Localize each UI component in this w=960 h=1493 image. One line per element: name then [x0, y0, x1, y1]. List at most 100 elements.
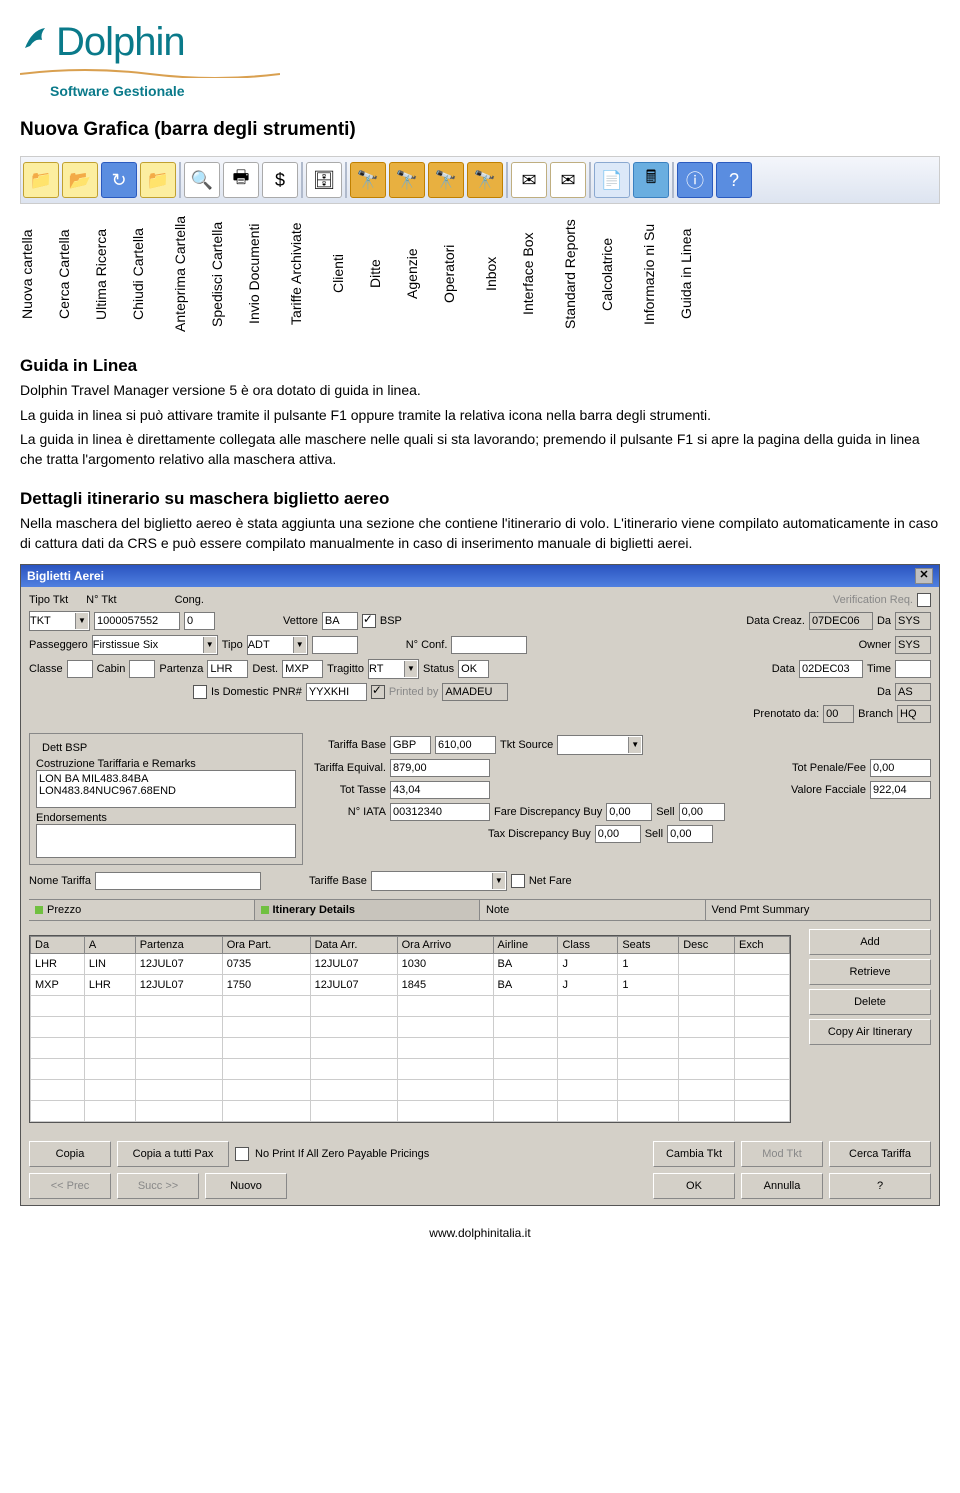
- isdom-checkbox[interactable]: [193, 685, 207, 699]
- ok-button[interactable]: OK: [653, 1173, 735, 1199]
- lbl-passeggero: Passeggero: [29, 639, 88, 651]
- grid-col: Da: [31, 936, 85, 953]
- lbl: Nuova cartella: [20, 212, 54, 336]
- table-row[interactable]: LHRLIN12JUL07073512JUL071030BAJ1: [31, 953, 790, 974]
- ibox-icon: ✉: [550, 162, 586, 198]
- help-button[interactable]: ?: [829, 1173, 931, 1199]
- archive-icon: 🗄: [306, 162, 342, 198]
- table-row[interactable]: [31, 1079, 790, 1100]
- tktsource-select[interactable]: [557, 735, 643, 755]
- table-row[interactable]: [31, 1058, 790, 1079]
- classe-field[interactable]: [67, 660, 93, 678]
- valfacc-field[interactable]: 922,04: [870, 781, 931, 799]
- annulla-button[interactable]: Annulla: [741, 1173, 823, 1199]
- faresell-field[interactable]: 0,00: [679, 803, 725, 821]
- copia-button[interactable]: Copia: [29, 1141, 111, 1167]
- cerca-button[interactable]: Cerca Tariffa: [829, 1141, 931, 1167]
- time-field[interactable]: [895, 660, 931, 678]
- invoice-icon: $: [262, 162, 298, 198]
- pnr-field[interactable]: YYXKHI: [306, 683, 367, 701]
- taxsell-field[interactable]: 0,00: [667, 825, 713, 843]
- lbl: Ultima Ricerca: [94, 212, 128, 336]
- lbl-sell1: Sell: [656, 806, 674, 818]
- lbl-nconf: N° Conf.: [406, 639, 448, 651]
- close-icon[interactable]: ✕: [915, 568, 933, 584]
- tipo-select[interactable]: ADT: [247, 635, 308, 655]
- grid-col: Airline: [493, 936, 558, 953]
- vettore-field[interactable]: BA: [322, 612, 358, 630]
- lbl: Spedisci Cartella: [210, 212, 244, 336]
- table-row[interactable]: [31, 1037, 790, 1058]
- endorsements-textarea[interactable]: [36, 824, 296, 858]
- lbl-time: Time: [867, 663, 891, 675]
- cambia-button[interactable]: Cambia Tkt: [653, 1141, 735, 1167]
- tab-vendpmt[interactable]: Vend Pmt Summary: [706, 900, 932, 920]
- retrieve-button[interactable]: Retrieve: [809, 959, 931, 985]
- noprint-checkbox[interactable]: [235, 1147, 249, 1161]
- copy-itin-button[interactable]: Copy Air Itinerary: [809, 1019, 931, 1045]
- footer-url: www.dolphinitalia.it: [20, 1226, 940, 1240]
- lbl-totpenale: Tot Penale/Fee: [792, 762, 866, 774]
- tab-itinerary[interactable]: Itinerary Details: [255, 900, 481, 920]
- nometariffa-field[interactable]: [95, 872, 261, 890]
- lbl-tipo: Tipo: [222, 639, 243, 651]
- tipo-extra-field[interactable]: [312, 636, 358, 654]
- tbase-val-field[interactable]: 610,00: [435, 736, 496, 754]
- remarks-textarea[interactable]: LON BA MIL483.84BA LON483.84NUC967.68END: [36, 770, 296, 808]
- add-button[interactable]: Add: [809, 929, 931, 955]
- s1-p1: Dolphin Travel Manager versione 5 è ora …: [20, 381, 940, 401]
- tab-note[interactable]: Note: [480, 900, 706, 920]
- faredisc-field[interactable]: 0,00: [606, 803, 652, 821]
- tariffebase-select[interactable]: [371, 871, 507, 891]
- prenotato-field: 00: [823, 705, 854, 723]
- lbl-vettore: Vettore: [283, 615, 318, 627]
- bsp-checkbox[interactable]: [362, 614, 376, 628]
- tequival-field[interactable]: 879,00: [390, 759, 490, 777]
- table-row[interactable]: MXPLHR12JUL07175012JUL071845BAJ1: [31, 974, 790, 995]
- copia-tutti-button[interactable]: Copia a tutti Pax: [117, 1141, 229, 1167]
- tragitto-select[interactable]: RT: [368, 659, 419, 679]
- totpenale-field[interactable]: 0,00: [870, 759, 931, 777]
- nconf-field[interactable]: [451, 636, 527, 654]
- lbl-n-tkt: N° Tkt: [86, 594, 116, 606]
- s2-heading: Dettagli itinerario su maschera bigliett…: [20, 489, 940, 509]
- s2-p1: Nella maschera del biglietto aereo è sta…: [20, 514, 940, 553]
- grid-col: Data Arr.: [310, 936, 397, 953]
- lbl-tequival: Tariffa Equival.: [311, 762, 386, 774]
- tottasse-field[interactable]: 43,04: [390, 781, 490, 799]
- toolbar-screenshot: 📁 📂 ↻ 📁 🔍 🖶 $ 🗄 🔭 🔭 🔭 🔭 ✉ ✉ 📄 🖩 ⓘ ?: [20, 156, 940, 204]
- lbl: Interface Box: [521, 212, 555, 336]
- ticket-window: Biglietti Aerei ✕ Tipo Tkt N° Tkt Cong. …: [20, 564, 940, 1206]
- printedby-checkbox: [371, 685, 385, 699]
- niata-field[interactable]: 00312340: [390, 803, 490, 821]
- n-tkt-field[interactable]: 1000057552: [94, 612, 180, 630]
- data-field[interactable]: 02DEC03: [799, 660, 863, 678]
- taxdisc-field[interactable]: 0,00: [595, 825, 641, 843]
- delete-button[interactable]: Delete: [809, 989, 931, 1015]
- partenza-field[interactable]: LHR: [207, 660, 248, 678]
- logo-text: Dolphin: [20, 20, 940, 65]
- lbl: Agenzie: [405, 212, 439, 336]
- table-row[interactable]: [31, 1016, 790, 1037]
- tipo-tkt-select[interactable]: TKT: [29, 611, 90, 631]
- verification-checkbox[interactable]: [917, 593, 931, 607]
- table-row[interactable]: [31, 1100, 790, 1121]
- lbl-bsp: BSP: [380, 615, 402, 627]
- preview-icon: 🔍: [184, 162, 220, 198]
- operators-icon: 🔭: [467, 162, 503, 198]
- lbl: Inbox: [484, 212, 518, 336]
- passeggero-select[interactable]: Firstissue Six: [92, 635, 218, 655]
- tbase-cur-field[interactable]: GBP: [390, 736, 431, 754]
- netfare-checkbox[interactable]: [511, 874, 525, 888]
- table-row[interactable]: [31, 995, 790, 1016]
- dest-field[interactable]: MXP: [282, 660, 323, 678]
- cabin-field[interactable]: [129, 660, 155, 678]
- prec-button[interactable]: << Prec: [29, 1173, 111, 1199]
- succ-button[interactable]: Succ >>: [117, 1173, 199, 1199]
- cong-field[interactable]: 0: [184, 612, 215, 630]
- nuovo-button[interactable]: Nuovo: [205, 1173, 287, 1199]
- grid-col: Ora Part.: [222, 936, 310, 953]
- mod-button[interactable]: Mod Tkt: [741, 1141, 823, 1167]
- tab-prezzo[interactable]: Prezzo: [29, 900, 255, 920]
- status-field[interactable]: OK: [458, 660, 489, 678]
